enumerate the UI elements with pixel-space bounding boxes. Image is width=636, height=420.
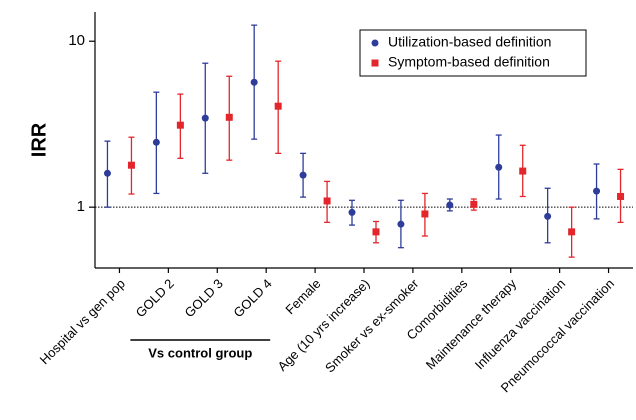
point [544,212,552,220]
point [348,208,356,216]
point [593,187,601,195]
point [152,138,160,146]
point [299,171,307,179]
point [103,169,111,177]
point [617,192,625,200]
point [250,78,258,86]
point [225,113,233,121]
y-axis-label: IRR [28,122,50,157]
legend-label: Utilization-based definition [388,34,551,50]
y-tick-label: 1 [77,198,85,215]
x-tick-label: GOLD 3 [181,276,225,320]
x-tick-label: Influenza vaccination [472,276,568,372]
group-label: Vs control group [148,345,252,360]
x-tick-label: Age (10 yrs increase) [275,276,373,374]
x-tick-label: GOLD 4 [230,276,274,320]
legend-marker [371,39,379,47]
y-tick-label: 10 [68,32,85,49]
x-tick-label: Female [282,276,323,317]
point [323,197,331,205]
x-tick-label: Smoker vs ex-smoker [322,275,422,375]
point [495,163,503,171]
point [127,161,135,169]
point [397,220,405,228]
point [568,228,576,236]
legend-label: Symptom-based definition [388,54,550,70]
point [176,121,184,129]
x-tick-label: GOLD 2 [133,276,177,320]
legend-box [359,29,587,77]
x-tick-label: Maintenance therapy [423,276,520,373]
legend-marker [371,59,379,67]
point [470,200,478,208]
x-tick-label: Hospital vs gen pop [37,276,128,367]
point [519,167,527,175]
point [372,228,380,236]
point [201,114,209,122]
point [421,210,429,218]
point [446,201,454,209]
point [274,102,282,110]
